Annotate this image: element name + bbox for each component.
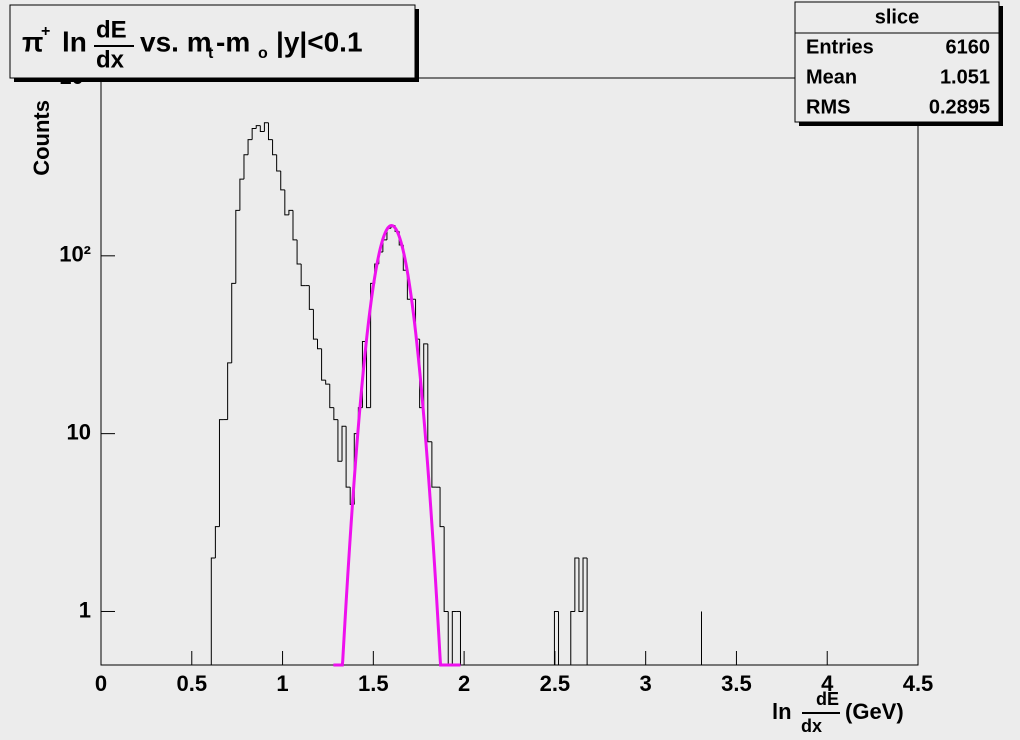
histogram-bin — [243, 154, 249, 180]
title-sub-o: o — [258, 45, 268, 62]
x-title-ln: ln — [772, 699, 792, 724]
histogram-bin — [570, 610, 575, 665]
histogram-bin — [308, 285, 314, 310]
x-tick-label: 1.5 — [358, 671, 389, 696]
x-axis-title: ln dE dx (GeV) — [772, 689, 904, 736]
histogram-bin — [284, 189, 289, 216]
stats-value: 1.051 — [940, 66, 990, 88]
stats-rows: Entries 6160 Mean 1.051 RMS 0.2895 — [806, 36, 990, 118]
histogram-bin — [312, 309, 318, 340]
histogram-bin — [341, 425, 347, 462]
title-ln: ln — [62, 26, 87, 57]
histogram-bin — [329, 384, 334, 409]
histogram-bin — [325, 380, 330, 385]
histogram-bin — [272, 139, 277, 156]
fit-curve — [333, 224, 461, 667]
stats-title: slice — [875, 6, 919, 28]
histogram-bin — [451, 610, 457, 665]
x-tick-label: 2 — [458, 671, 470, 696]
histogram-bin — [337, 419, 343, 462]
histogram-bin — [276, 154, 281, 172]
histogram-bin — [255, 125, 261, 129]
histogram-bin — [247, 139, 253, 155]
title-vs: vs. m — [140, 26, 212, 57]
x-title-unit: (GeV) — [845, 699, 904, 724]
histogram-bin — [558, 611, 563, 666]
histogram-bin — [239, 178, 244, 211]
frame — [100, 77, 919, 666]
stats-label: Mean — [806, 66, 857, 88]
x-tick-label: 4.5 — [903, 671, 934, 696]
y-tick-label: 10² — [59, 242, 91, 267]
x-tick-label: 0 — [95, 671, 107, 696]
x-tick-label: 4 — [821, 671, 834, 696]
title-num: dE — [96, 16, 127, 43]
x-tick-label: 1 — [276, 671, 288, 696]
histogram-bin — [443, 526, 449, 612]
histogram-bin — [259, 125, 265, 133]
x-tick-label: 3 — [640, 671, 652, 696]
title-pi: π — [22, 26, 43, 57]
stats-box — [794, 1, 1000, 123]
stats-value: 6160 — [946, 36, 991, 58]
histogram-bin — [366, 341, 371, 409]
histogram-bin — [300, 263, 306, 287]
histogram-bin — [227, 362, 232, 420]
histogram-bin — [345, 426, 351, 488]
histogram-bin — [214, 526, 220, 558]
histogram-bin — [231, 282, 236, 363]
histogram-bin — [321, 348, 326, 381]
histogram-bin — [263, 122, 269, 132]
histogram-bin — [267, 122, 273, 141]
histogram-bin — [280, 170, 285, 191]
title-den: dx — [96, 46, 125, 73]
histogram-bin — [578, 557, 584, 612]
plot-area: 00.511.522.533.544.511010²10³ — [59, 64, 933, 696]
stats-value: 0.2895 — [929, 96, 990, 118]
x-tick-label: 3.5 — [721, 671, 752, 696]
histogram-bin — [586, 557, 592, 666]
title-cut: |y|<0.1 — [276, 26, 363, 57]
histogram-bin — [296, 239, 302, 265]
title-minus: -m — [216, 26, 250, 57]
x-title-den: dx — [801, 716, 822, 736]
stats-label: Entries — [806, 36, 874, 58]
title-sub-t: t — [208, 45, 214, 62]
histogram-bin — [218, 419, 224, 527]
histogram-bin — [574, 557, 579, 612]
histogram-bin — [423, 343, 428, 408]
histogram-bin — [317, 339, 322, 350]
title-charge: + — [41, 23, 50, 40]
histogram-bin — [333, 407, 338, 421]
y-tick-label: 1 — [79, 597, 91, 622]
title-box — [9, 4, 416, 79]
histogram-bin — [288, 209, 293, 215]
histogram-bin — [292, 210, 298, 241]
chart-title: π + ln dE dx vs. m t -m o |y|<0.1 — [22, 16, 363, 73]
x-tick-label: 0.5 — [176, 671, 207, 696]
x-title-num: dE — [816, 689, 839, 709]
stats-label: RMS — [806, 96, 850, 118]
y-tick-label: 10 — [67, 419, 91, 444]
histogram-bin — [582, 557, 588, 612]
histogram-bin — [553, 610, 559, 665]
histogram-bin — [431, 441, 436, 488]
x-tick-label: 2.5 — [540, 671, 571, 696]
histogram-bin — [427, 343, 432, 443]
histogram-bin — [439, 487, 445, 528]
histogram-bin — [210, 557, 216, 665]
y-axis-title: Counts — [29, 100, 54, 176]
histogram-bin — [235, 209, 240, 284]
histogram-bin — [251, 128, 257, 140]
